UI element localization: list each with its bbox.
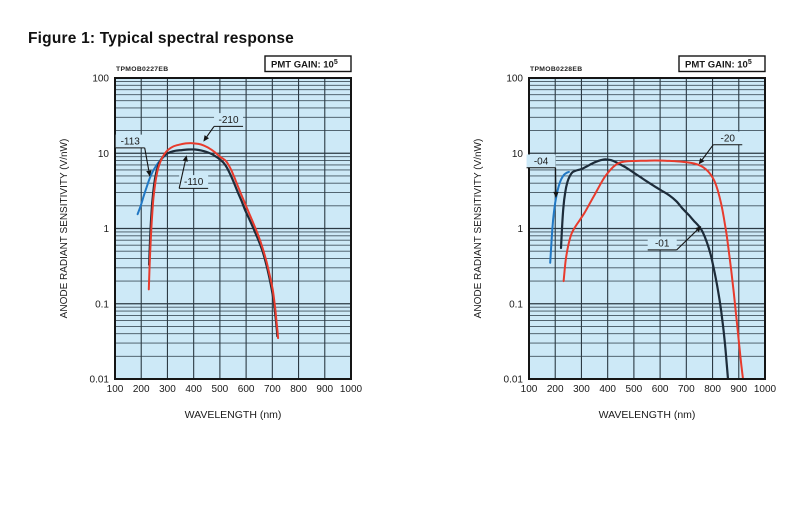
annotation-arrowhead bbox=[553, 191, 559, 198]
curve-04 bbox=[549, 170, 570, 264]
annotation-arrowhead bbox=[182, 155, 188, 162]
annotation-label-bg bbox=[179, 175, 209, 189]
y-tick-label: 10 bbox=[98, 149, 110, 160]
x-tick-label: 900 bbox=[730, 384, 747, 395]
y-tick-label: 100 bbox=[506, 74, 523, 85]
annotation-label-bg bbox=[647, 236, 677, 250]
annotation-label: -110 bbox=[184, 177, 204, 188]
y-tick-label: 10 bbox=[512, 149, 524, 160]
y-axis-title: ANODE RADIANT SENSITIVITY (V/nW) bbox=[59, 139, 70, 319]
y-tick-label: 0.1 bbox=[509, 299, 523, 310]
x-axis-title: WAVELENGTH (nm) bbox=[185, 409, 282, 421]
y-tick-label: 0.01 bbox=[90, 375, 110, 386]
curve-annotation: -210 bbox=[203, 113, 244, 142]
x-tick-label: 500 bbox=[626, 384, 643, 395]
x-tick-label: 100 bbox=[107, 384, 124, 395]
x-tick-label: 1000 bbox=[754, 384, 777, 395]
plot-frame bbox=[114, 77, 352, 380]
series-curves bbox=[136, 142, 280, 340]
curve-20 bbox=[562, 159, 744, 380]
annotation-arrow-line bbox=[178, 161, 186, 189]
curve-annotation: -110 bbox=[178, 155, 209, 189]
x-tick-label: 500 bbox=[212, 384, 229, 395]
x-tick-label: 100 bbox=[521, 384, 538, 395]
pmt-gain-badge: PMT GAIN: 105 bbox=[678, 55, 766, 73]
curve-annotation: -20 bbox=[698, 131, 743, 165]
pmt-gain-label: PMT GAIN: 105 bbox=[271, 59, 338, 71]
annotation-arrowhead bbox=[695, 226, 702, 233]
x-tick-label: 800 bbox=[290, 384, 307, 395]
annotation-label-bg bbox=[526, 154, 556, 168]
x-tick-label: 400 bbox=[185, 384, 202, 395]
x-tick-label: 900 bbox=[316, 384, 333, 395]
x-tick-label: 300 bbox=[159, 384, 176, 395]
annotation-arrow-line bbox=[144, 147, 150, 171]
annotation-label: -01 bbox=[655, 239, 670, 250]
curve-01 bbox=[559, 158, 730, 380]
y-tick-label: 1 bbox=[103, 224, 109, 235]
spectral-response-chart-left: -113 -210 -110 TPMOB0227EB PMT GAIN: 105 100 1… bbox=[50, 50, 380, 445]
x-tick-label: 200 bbox=[133, 384, 150, 395]
x-tick-label: 400 bbox=[599, 384, 616, 395]
x-tick-label: 1000 bbox=[340, 384, 363, 395]
annotation-label: -20 bbox=[721, 133, 736, 144]
grid-lines bbox=[115, 78, 351, 379]
pmt-gain-box bbox=[678, 55, 766, 73]
annotation-label-bg bbox=[115, 134, 145, 148]
x-tick-label: 800 bbox=[704, 384, 721, 395]
pmt-gain-box bbox=[264, 55, 352, 73]
annotation-label-bg bbox=[713, 131, 743, 145]
pmt-gain-badge: PMT GAIN: 105 bbox=[264, 55, 352, 73]
curve-210 bbox=[147, 142, 280, 340]
annotation-arrowhead bbox=[146, 170, 152, 177]
x-tick-label: 300 bbox=[573, 384, 590, 395]
x-tick-label: 700 bbox=[264, 384, 281, 395]
spectral-response-chart-right: -04 -20 -01 TPMOB0228EB PMT GAIN: 105 100 10 1 0… bbox=[464, 50, 794, 445]
series-curves bbox=[549, 158, 744, 380]
curve-annotation: -113 bbox=[115, 134, 152, 177]
annotation-label: -04 bbox=[534, 157, 549, 168]
annotation-arrow-line bbox=[676, 229, 698, 251]
annotation-label-bg bbox=[214, 113, 244, 127]
annotation-arrow-line bbox=[701, 144, 714, 160]
curve-annotation: -01 bbox=[647, 226, 702, 251]
y-tick-label: 100 bbox=[92, 74, 109, 85]
annotation-arrow-line bbox=[206, 126, 215, 137]
y-tick-label: 0.01 bbox=[504, 375, 524, 386]
annotation-label: -113 bbox=[121, 137, 141, 148]
chart-canvas-left: -113 -210 -110 TPMOB0227EB PMT GAIN: 105 100 1… bbox=[59, 55, 363, 421]
annotation-arrowhead bbox=[203, 135, 209, 142]
x-tick-label: 600 bbox=[238, 384, 255, 395]
figure-title: Figure 1: Typical spectral response bbox=[28, 30, 294, 47]
y-axis-title: ANODE RADIANT SENSITIVITY (V/nW) bbox=[473, 139, 484, 319]
pmt-gain-label: PMT GAIN: 105 bbox=[685, 59, 752, 71]
y-tick-label: 1 bbox=[517, 224, 523, 235]
annotation-label: -210 bbox=[219, 115, 239, 126]
plot-frame bbox=[528, 77, 766, 380]
y-tick-label: 0.1 bbox=[95, 299, 109, 310]
curve-annotation: -04 bbox=[526, 154, 559, 198]
chart-id-label: TPMOB0227EB bbox=[116, 66, 168, 73]
x-tick-label: 200 bbox=[547, 384, 564, 395]
x-tick-label: 700 bbox=[678, 384, 695, 395]
x-axis-title: WAVELENGTH (nm) bbox=[599, 409, 696, 421]
x-tick-label: 600 bbox=[652, 384, 669, 395]
annotation-arrowhead bbox=[698, 158, 705, 165]
chart-id-label: TPMOB0228EB bbox=[530, 66, 582, 73]
